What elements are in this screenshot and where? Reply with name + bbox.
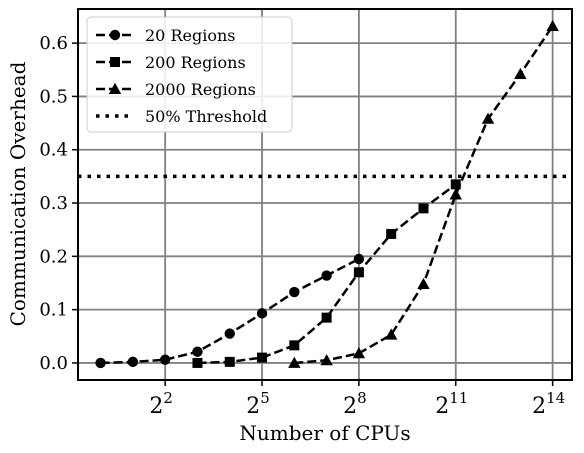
y-tick-label: 0.6	[39, 33, 68, 54]
data-point-triangle	[417, 277, 430, 290]
data-point-triangle	[320, 354, 333, 366]
data-point-square	[321, 312, 332, 323]
data-point-square	[386, 228, 397, 239]
legend-marker-triangle	[108, 82, 122, 94]
y-tick-label: 0.1	[39, 300, 68, 321]
data-point-square	[353, 267, 364, 278]
data-point-circle	[224, 328, 235, 339]
y-ticks: 0.0 0.1 0.2 0.3 0.4 0.5 0.6	[39, 33, 78, 374]
legend-entry: 50% Threshold	[96, 107, 267, 126]
y-axis-label: Communication Overhead	[6, 61, 30, 326]
plot-frame	[77, 8, 573, 381]
data-point-triangle	[546, 19, 559, 32]
y-tick-label: 0.5	[39, 86, 68, 107]
data-point-square	[257, 352, 268, 363]
data-point-square	[418, 203, 429, 214]
legend-marker-circle	[109, 29, 121, 41]
data-point-circle	[159, 354, 171, 365]
y-tick-label: 0.2	[39, 246, 68, 267]
series-square	[192, 179, 461, 368]
x-tick-exponent: 11	[449, 389, 468, 407]
legend: 20 Regions 200 Regions 2000 Regions 50% Thr…	[86, 16, 293, 133]
y-tick-label: 0.0	[39, 353, 68, 374]
data-point-square	[192, 357, 203, 368]
data-point-triangle	[481, 112, 495, 124]
x-tick-exponent: 8	[357, 389, 367, 407]
x-tick-exponent: 2	[163, 389, 173, 407]
data-point-circle	[289, 286, 300, 298]
legend-label: 50% Threshold	[145, 107, 267, 126]
legend-label: 20 Regions	[145, 26, 235, 45]
data-point-square	[224, 356, 235, 367]
data-point-circle	[95, 357, 106, 369]
data-point-circle	[321, 270, 332, 281]
data-point-circle	[192, 346, 203, 357]
data-point-triangle	[514, 67, 527, 79]
series-line	[197, 183, 457, 365]
legend-marker-square	[110, 57, 120, 67]
data-point-square	[289, 340, 300, 351]
series-circle	[95, 253, 365, 369]
data-point-triangle	[384, 328, 398, 340]
series-group	[95, 19, 559, 369]
data-point-circle	[127, 356, 139, 368]
legend-label: 200 Regions	[145, 53, 246, 72]
y-tick-label: 0.3	[39, 193, 68, 214]
data-point-triangle	[288, 356, 301, 368]
series-triangle	[288, 19, 559, 368]
data-point-square	[450, 179, 461, 190]
data-point-circle	[256, 308, 268, 319]
data-point-triangle	[449, 188, 462, 200]
x-tick-exponent: 5	[260, 389, 270, 407]
legend-entry: 2000 Regions	[96, 80, 256, 99]
legend-box	[86, 16, 293, 133]
x-tick-label: 211	[435, 389, 468, 419]
legend-label: 2000 Regions	[145, 80, 256, 99]
grid-lines	[78, 9, 572, 380]
x-tick-exponent: 14	[546, 389, 565, 407]
legend-entry: 20 Regions	[96, 26, 235, 45]
x-axis-label: Number of CPUs	[239, 421, 410, 445]
y-tick-label: 0.4	[39, 140, 68, 161]
legend-entry: 200 Regions	[96, 53, 246, 72]
data-point-circle	[353, 253, 365, 265]
data-point-triangle	[352, 347, 366, 359]
